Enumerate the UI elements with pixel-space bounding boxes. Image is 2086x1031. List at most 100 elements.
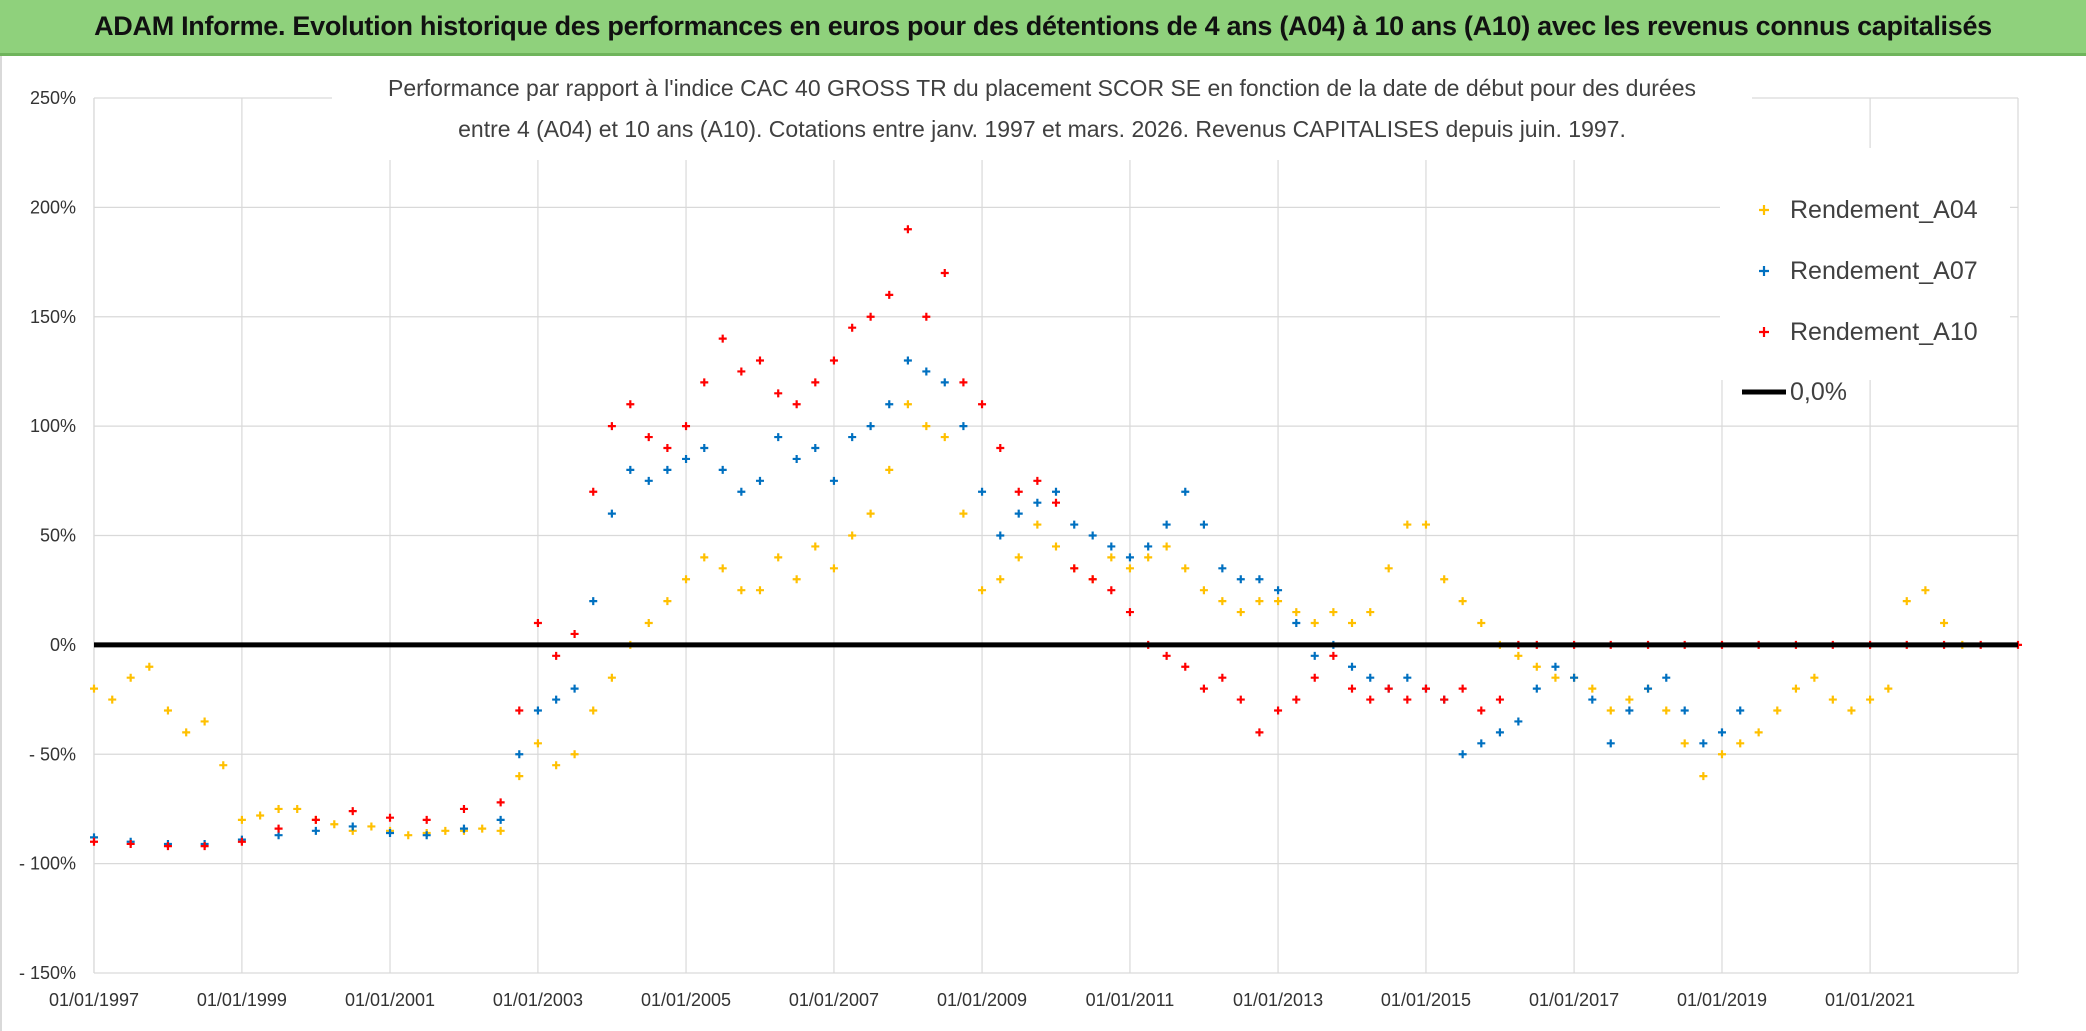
series-rendement-a07 (90, 356, 1745, 848)
data-point (811, 542, 820, 551)
chart-title: Performance par rapport à l'indice CAC 4… (332, 58, 1752, 160)
data-point (811, 378, 820, 387)
data-point (1329, 608, 1338, 617)
data-point (1440, 575, 1449, 584)
data-point (1255, 728, 1264, 737)
data-point (163, 842, 172, 851)
data-point (848, 531, 857, 540)
data-point (1625, 706, 1634, 715)
data-point (1699, 772, 1708, 781)
data-point (1606, 706, 1615, 715)
data-point (644, 619, 653, 627)
data-point (1458, 597, 1467, 606)
data-point (1551, 662, 1560, 671)
y-tick-label: - 100% (19, 854, 76, 874)
data-point (386, 829, 395, 837)
data-point (1717, 728, 1726, 737)
data-point (1773, 706, 1782, 715)
data-point (219, 761, 228, 770)
data-point (570, 629, 579, 638)
data-point (1052, 487, 1060, 496)
data-point (552, 761, 561, 770)
data-point (1218, 597, 1227, 606)
data-point (1144, 553, 1153, 562)
data-point (126, 673, 135, 682)
data-point (589, 487, 598, 496)
data-point (1477, 739, 1486, 748)
data-point (1310, 673, 1319, 682)
x-tick-label: 01/01/2003 (493, 990, 583, 1010)
data-point (1274, 586, 1283, 595)
data-point (644, 476, 653, 485)
data-point (1199, 684, 1208, 693)
data-point (885, 400, 894, 409)
data-point (996, 575, 1005, 584)
data-point (533, 739, 542, 748)
data-point (1791, 684, 1800, 693)
data-point (1125, 553, 1134, 562)
x-tick-label: 01/01/2001 (345, 990, 435, 1010)
data-point (1107, 553, 1116, 562)
legend-marker-rendement-a07 (1759, 266, 1769, 276)
y-tick-label: 0% (50, 635, 76, 655)
data-point (1292, 695, 1301, 704)
data-point (200, 717, 209, 726)
scatter-chart: Performance par rapport à l'indice CAC 4… (19, 58, 2022, 1010)
data-point (274, 824, 283, 833)
data-point (682, 454, 691, 463)
data-point (626, 465, 635, 474)
data-point (1866, 695, 1875, 704)
data-point (1736, 739, 1745, 748)
data-point (1255, 597, 1264, 606)
data-point (978, 487, 987, 496)
x-tick-label: 01/01/2019 (1677, 990, 1767, 1010)
data-point (1348, 619, 1357, 627)
data-point (1921, 586, 1930, 595)
data-point (1458, 684, 1467, 693)
x-tick-label: 01/01/2007 (789, 990, 879, 1010)
data-point (1828, 695, 1837, 704)
data-point (885, 290, 894, 299)
data-point (422, 831, 431, 840)
data-point (145, 662, 154, 671)
chart-title-line-2: entre 4 (A04) et 10 ans (A10). Cotations… (458, 116, 1626, 142)
data-point (1218, 673, 1227, 682)
data-point (1680, 706, 1689, 715)
data-point (755, 356, 764, 365)
data-point (330, 820, 339, 829)
data-point (1292, 619, 1301, 627)
data-point (829, 356, 838, 365)
data-point (792, 454, 801, 463)
data-point (1107, 542, 1116, 551)
data-point (182, 728, 191, 737)
data-point (1181, 662, 1190, 671)
data-point (774, 389, 783, 398)
y-axis: 250% 200% 150% 100% 50% 0% - 50% - 100% - 150% (19, 88, 76, 983)
data-point (1366, 695, 1375, 704)
data-point (1292, 608, 1301, 617)
legend-marker-rendement-a10 (1759, 327, 1769, 337)
data-point (441, 826, 450, 835)
data-point (256, 811, 265, 820)
data-point (311, 815, 320, 824)
data-point (1181, 487, 1190, 496)
data-point (90, 837, 98, 846)
data-point (737, 367, 746, 376)
data-point (607, 509, 616, 518)
data-point (644, 433, 653, 442)
data-point (1477, 619, 1486, 627)
y-tick-label: 250% (30, 88, 76, 108)
data-point (903, 225, 912, 234)
data-point (959, 378, 968, 387)
data-point (552, 695, 561, 704)
data-point (570, 750, 579, 759)
data-point (1440, 695, 1449, 704)
data-point (478, 824, 487, 833)
data-point (126, 839, 135, 848)
data-point (459, 824, 468, 833)
data-point (552, 651, 561, 660)
data-point (1052, 542, 1060, 551)
data-point (811, 444, 820, 452)
data-point (1644, 684, 1653, 693)
data-point (1274, 597, 1283, 606)
